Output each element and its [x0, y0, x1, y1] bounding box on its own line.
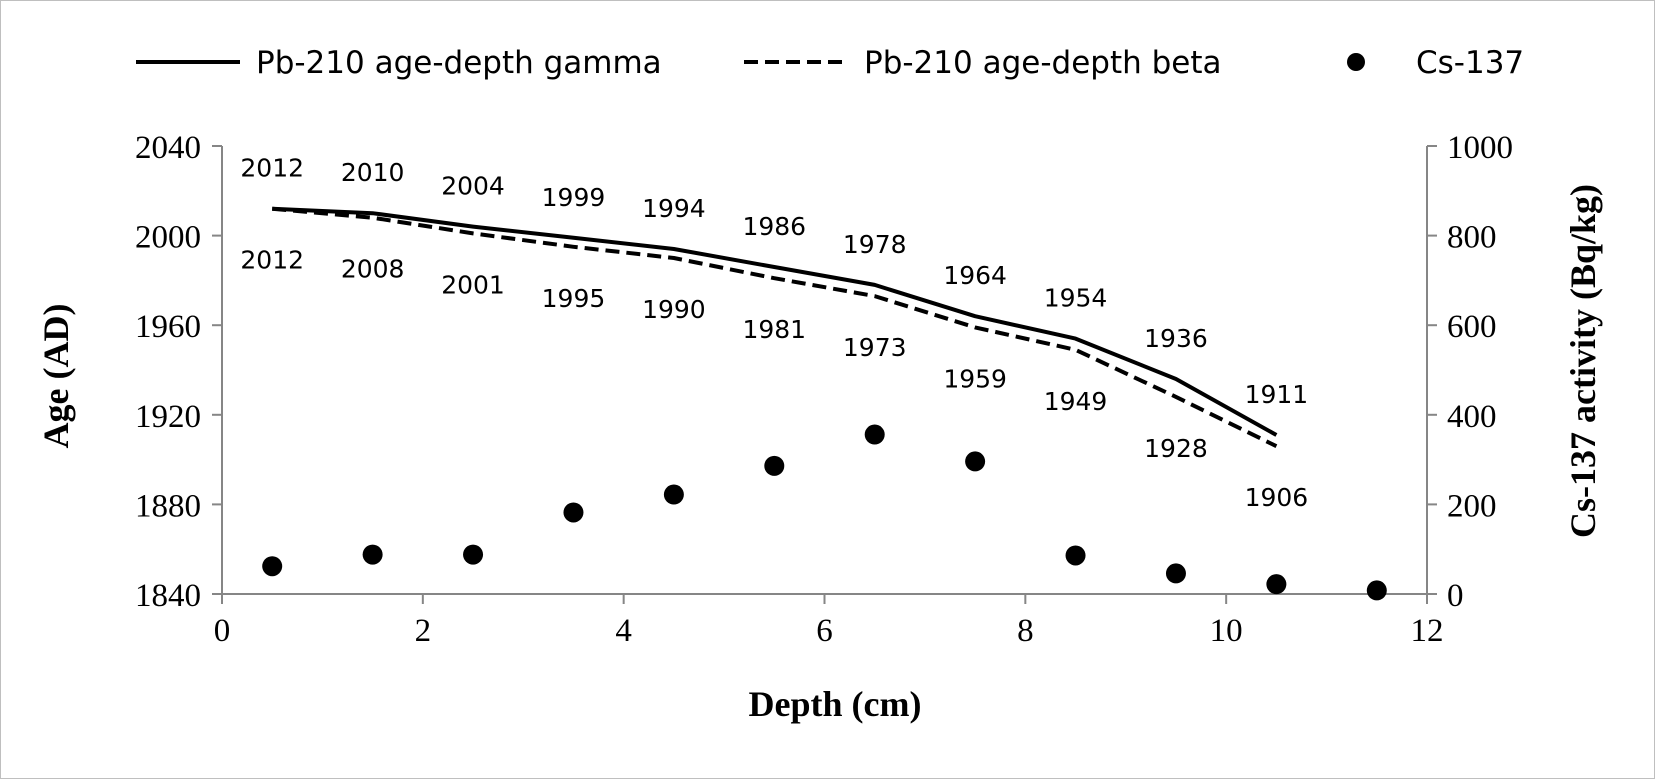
y2-tick-label-3: 600 [1447, 309, 1497, 345]
y-tick-label-5: 2040 [135, 130, 201, 166]
cs137-point-6 [864, 424, 885, 445]
cs137-point-7 [965, 451, 986, 472]
beta-data-label-5: 1981 [742, 315, 806, 344]
x-tick-label-3: 6 [816, 613, 833, 649]
y2-axis-title: Cs-137 activity (Bq/kg) [1563, 184, 1603, 538]
beta-data-label-10: 1906 [1245, 483, 1309, 512]
x-axis-title: Depth (cm) [749, 684, 922, 724]
plot-series [262, 206, 1387, 601]
x-tick-label-5: 10 [1210, 613, 1243, 649]
beta-data-label-1: 2008 [341, 255, 405, 284]
legend: Pb-210 age-depth gamma Pb-210 age-depth … [136, 45, 1524, 81]
legend-label-cs137: Cs-137 [1416, 45, 1524, 81]
cs137-point-9 [1165, 563, 1186, 584]
y2-tick-label-4: 800 [1447, 220, 1497, 256]
cs137-point-2 [463, 544, 484, 565]
cs137-point-3 [563, 502, 584, 523]
beta-data-label-9: 1928 [1144, 434, 1208, 463]
gamma-data-label-7: 1964 [943, 261, 1007, 290]
x-tick-label-1: 2 [415, 613, 432, 649]
y-tick-label-1: 1880 [135, 488, 201, 524]
y2-tick-label-5: 1000 [1447, 130, 1513, 166]
y2-tick-label-2: 400 [1447, 399, 1497, 435]
legend-label-beta: Pb-210 age-depth beta [864, 45, 1222, 81]
axes [221, 146, 1428, 595]
cs137-point-1 [362, 544, 383, 565]
y-tick-label-4: 2000 [135, 220, 201, 256]
beta-data-label-3: 1995 [542, 284, 606, 313]
cs137-point-11 [1366, 580, 1387, 601]
gamma-data-label-4: 1994 [642, 194, 706, 223]
y-tick-label-3: 1960 [135, 309, 201, 345]
x-tick-label-0: 0 [214, 613, 231, 649]
data-labels: 2012 2010 2004 1999 1994 1986 1978 1964 1954 1936… [240, 154, 1308, 512]
beta-data-label-8: 1949 [1044, 387, 1108, 416]
legend-swatch-cs137 [1347, 53, 1365, 71]
gamma-data-label-9: 1936 [1144, 324, 1208, 353]
gamma-data-label-10: 1911 [1245, 380, 1309, 409]
cs137-point-5 [764, 455, 785, 476]
beta-data-label-6: 1973 [843, 333, 907, 362]
cs137-point-0 [262, 556, 283, 577]
beta-data-label-2: 2001 [441, 270, 505, 299]
gamma-data-label-3: 1999 [542, 183, 606, 212]
legend-label-gamma: Pb-210 age-depth gamma [256, 45, 662, 81]
beta-data-label-7: 1959 [943, 364, 1007, 393]
gamma-data-label-0: 2012 [240, 154, 304, 183]
y-axis-title: Age (AD) [36, 304, 76, 449]
cs137-point-8 [1065, 545, 1086, 566]
gamma-line [272, 206, 1278, 437]
gamma-data-label-5: 1986 [742, 212, 806, 241]
y-tick-label-0: 1840 [135, 578, 201, 614]
y2-tick-label-0: 0 [1447, 578, 1464, 614]
gamma-data-label-6: 1978 [843, 230, 907, 259]
beta-line [272, 206, 1278, 448]
axis-ticks: 0 2 4 6 8 10 12 1840 1880 1920 1960 2000 2040 0 200 400… [135, 130, 1513, 649]
cs137-point-10 [1266, 574, 1287, 595]
x-tick-label-2: 4 [615, 613, 632, 649]
x-tick-label-4: 8 [1017, 613, 1034, 649]
y-tick-label-2: 1920 [135, 399, 201, 435]
y2-tick-label-1: 200 [1447, 488, 1497, 524]
beta-data-label-4: 1990 [642, 295, 706, 324]
cs137-point-4 [663, 484, 684, 505]
x-tick-label-6: 12 [1411, 613, 1444, 649]
gamma-data-label-2: 2004 [441, 172, 505, 201]
gamma-data-label-1: 2010 [341, 158, 405, 187]
gamma-data-label-8: 1954 [1044, 284, 1108, 313]
beta-data-label-0: 2012 [240, 246, 304, 275]
